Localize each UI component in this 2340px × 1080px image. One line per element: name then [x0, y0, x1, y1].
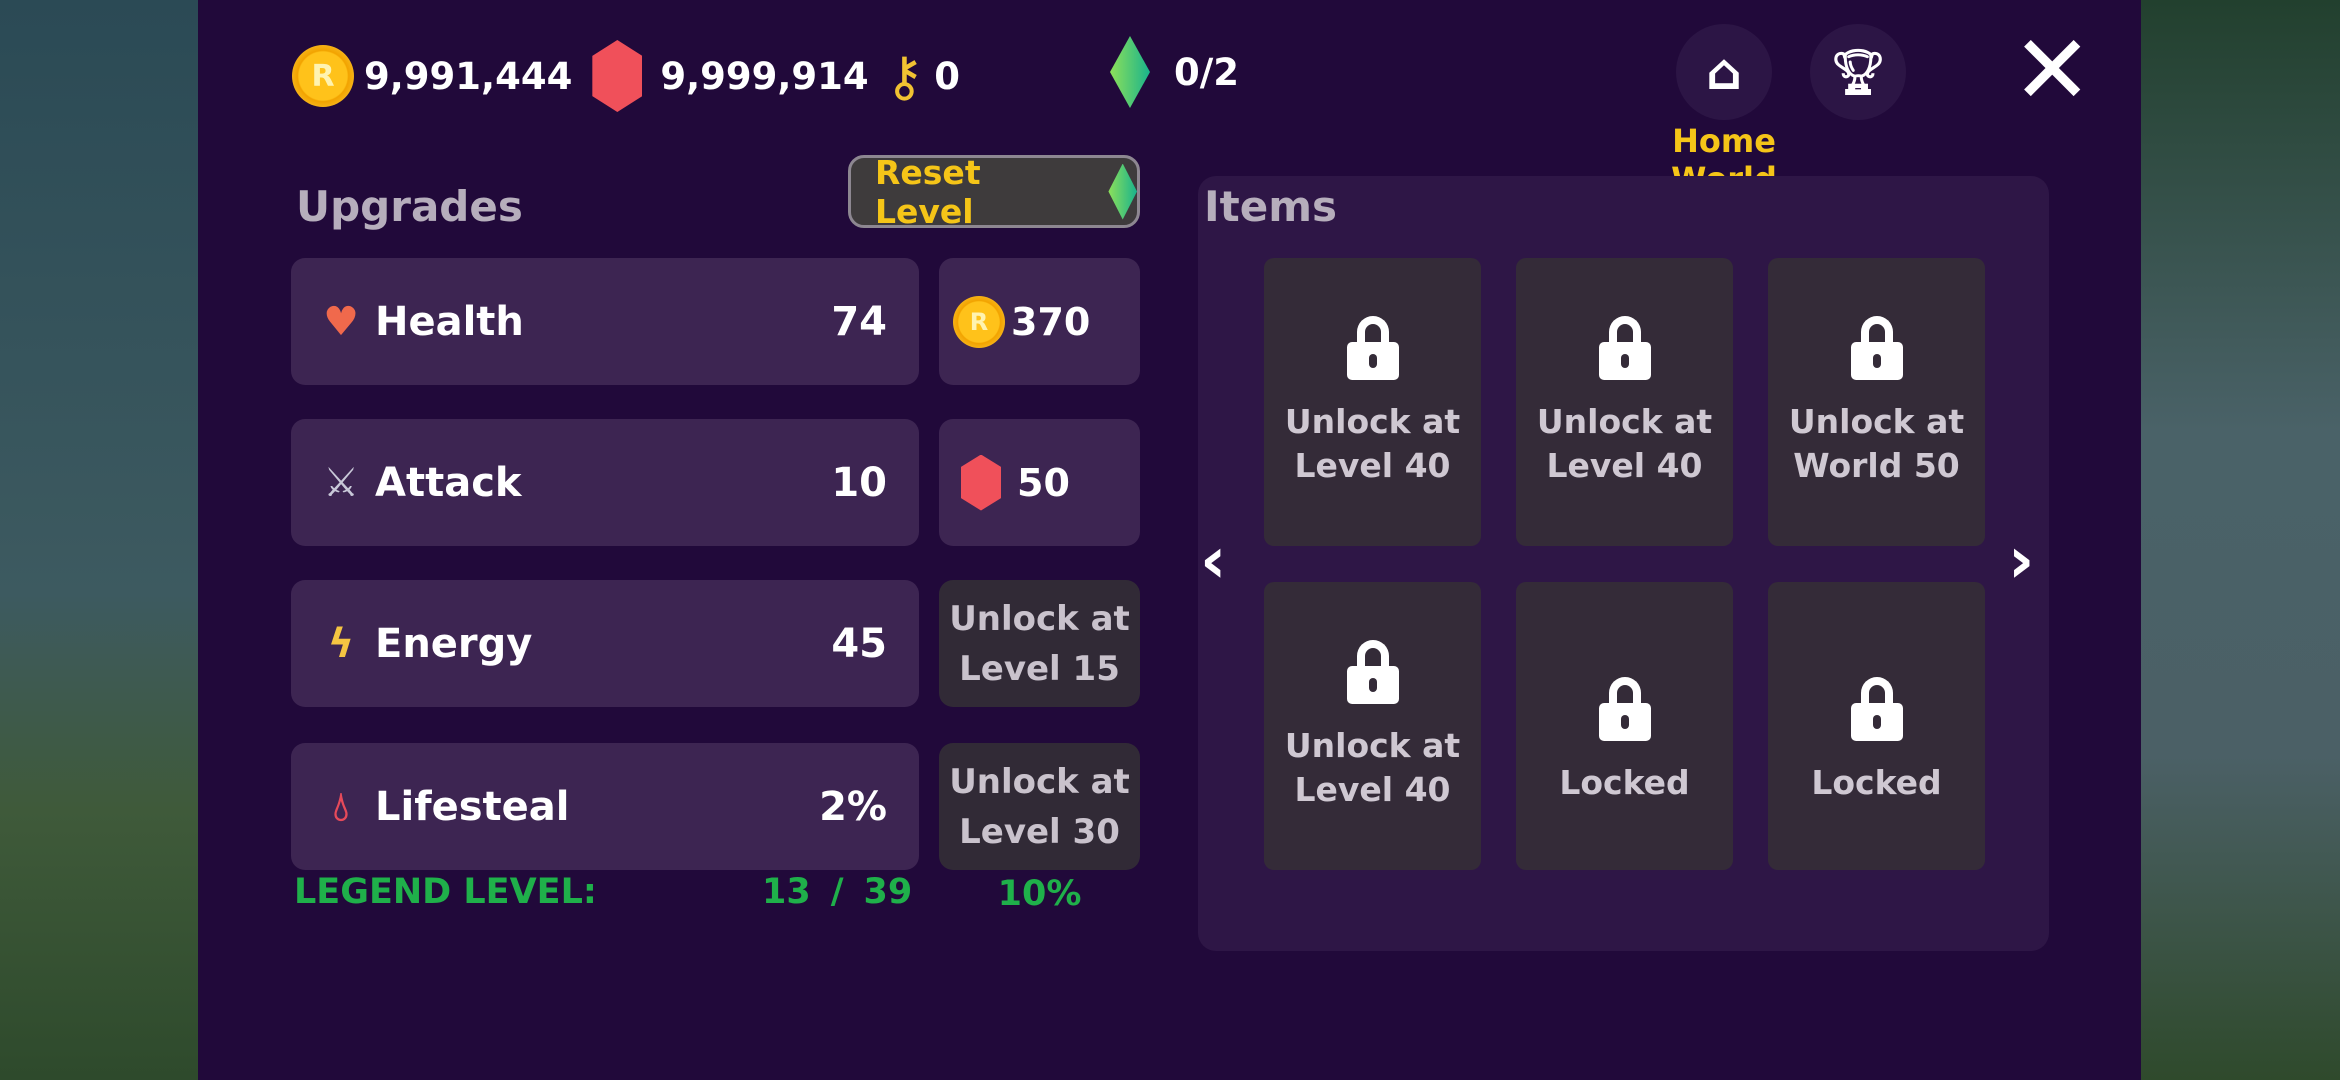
coin-icon: R [953, 295, 1005, 348]
upgrade-value: 45 [831, 620, 887, 667]
item-slot[interactable]: Locked [1516, 582, 1733, 870]
item-slot[interactable]: Locked [1768, 582, 1985, 870]
home-button[interactable]: ⌂ [1676, 24, 1772, 120]
lock-icon [1598, 316, 1651, 380]
coins-counter: R 9,991,444 9,999,914 ⚷ 0 [292, 40, 960, 112]
game-background-left [0, 0, 198, 1080]
upgrade-label: Health [375, 298, 524, 345]
upgrade-value: 10 [831, 459, 887, 506]
crystals-value: 0/2 [1174, 50, 1240, 94]
trophy-button[interactable]: 🏆︎ [1810, 24, 1906, 120]
coins-value: 9,991,444 [364, 54, 573, 98]
item-slot-line: Unlock at [1536, 402, 1713, 441]
gem-icon [961, 454, 1001, 511]
legend-current: 13 [762, 872, 811, 912]
locked-line: Unlock at [949, 598, 1130, 639]
key-icon: ⚷ [884, 44, 925, 108]
swords-icon: ⚔ [323, 459, 359, 506]
close-icon: ✕ [2012, 14, 2093, 126]
gems-value: 9,999,914 [660, 54, 869, 98]
item-slot-line: Locked [1559, 763, 1690, 802]
legend-separator: / [830, 872, 844, 912]
crystal-icon [1108, 163, 1137, 220]
item-slot-line: Level 40 [1294, 770, 1451, 809]
lock-icon [1850, 316, 1903, 380]
upgrade-label: Attack [375, 459, 522, 506]
lock-icon [1346, 640, 1399, 704]
close-button[interactable]: ✕ [2012, 20, 2092, 120]
locked-line: Unlock at [949, 761, 1130, 802]
gem-icon [592, 40, 643, 112]
cost-value: 370 [1011, 299, 1091, 344]
upgrade-label: Lifesteal [375, 783, 570, 830]
heart-icon: ♥ [323, 298, 359, 345]
next-page-arrow[interactable]: › [2008, 524, 2035, 598]
home-icon: ⌂ [1706, 43, 1742, 101]
legend-max: 39 [863, 872, 913, 912]
upgrade-value: 2% [819, 783, 887, 830]
trophy-icon: 🏆︎ [1830, 47, 1886, 98]
item-slot-line: Unlock at [1284, 726, 1461, 765]
legend-level-progress: 13 / 39 [762, 872, 912, 912]
item-slot-line: Unlock at [1284, 402, 1461, 441]
upgrade-label: Energy [375, 620, 533, 667]
item-slot-line: Locked [1811, 763, 1942, 802]
item-slot[interactable]: Unlock at World 50 [1768, 258, 1985, 546]
upgrade-row-lifesteal[interactable]: 💧︎ Lifesteal 2% [291, 743, 919, 870]
item-slot[interactable]: Unlock at Level 40 [1516, 258, 1733, 546]
item-slot-line: Level 40 [1546, 446, 1703, 485]
legend-level-label: LEGEND LEVEL: [294, 872, 597, 912]
items-title: Items [1204, 182, 1337, 231]
reset-level-button[interactable]: Reset Level [848, 152, 1140, 231]
keys-value: 0 [934, 54, 960, 98]
game-background-right [2141, 0, 2340, 1080]
lock-icon [1850, 677, 1903, 741]
upgrades-title: Upgrades [296, 182, 523, 231]
upgrade-row-energy[interactable]: ϟ Energy 45 [291, 580, 919, 707]
item-slot-line: Level 40 [1294, 446, 1451, 485]
lifesteal-locked-badge: Unlock at Level 30 [939, 743, 1140, 870]
reset-level-label: Reset Level [875, 152, 981, 231]
blood-drop-icon: 💧︎ [333, 783, 349, 830]
upgrade-row-health[interactable]: ♥ Health 74 [291, 258, 919, 385]
upgrade-row-attack[interactable]: ⚔ Attack 10 [291, 419, 919, 546]
lock-icon [1598, 677, 1651, 741]
attack-upgrade-cost-button[interactable]: 50 [939, 419, 1140, 546]
item-slot[interactable]: Unlock at Level 40 [1264, 582, 1481, 870]
upgrade-value: 74 [831, 298, 887, 345]
item-slot-line: World 50 [1793, 446, 1960, 485]
lock-icon [1346, 316, 1399, 380]
health-upgrade-cost-button[interactable]: R 370 [939, 258, 1140, 385]
coin-icon: R [292, 45, 354, 107]
previous-page-arrow[interactable]: ‹ [1200, 524, 1227, 598]
legend-percent: 10% [997, 874, 1082, 914]
energy-locked-badge: Unlock at Level 15 [939, 580, 1140, 707]
lightning-icon: ϟ [327, 620, 355, 667]
item-slot[interactable]: Unlock at Level 40 [1264, 258, 1481, 546]
item-slot-line: Unlock at [1788, 402, 1965, 441]
locked-line: Level 15 [959, 648, 1120, 689]
crystals-counter: 0/2 [1110, 36, 1239, 108]
crystal-icon [1110, 36, 1150, 108]
cost-value: 50 [1017, 460, 1070, 505]
locked-line: Level 30 [959, 811, 1120, 852]
